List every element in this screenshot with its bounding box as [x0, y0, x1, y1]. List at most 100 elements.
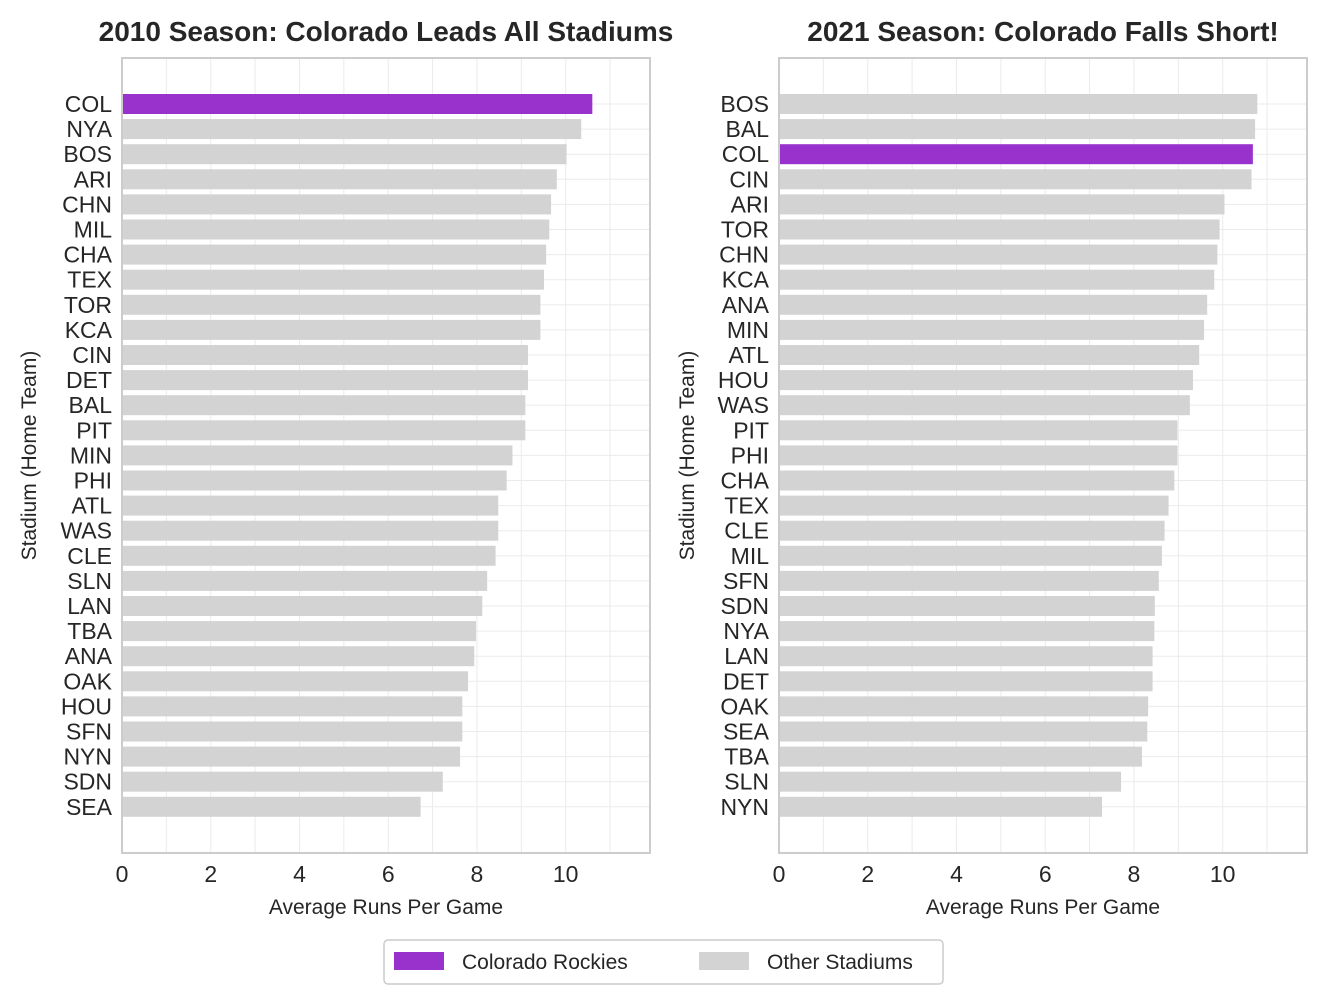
y-tick-label: MIL — [731, 543, 770, 569]
bar-bal — [779, 119, 1256, 140]
bar-tex — [779, 495, 1169, 516]
bar-cin — [779, 169, 1252, 190]
y-tick-label: BAL — [69, 392, 113, 418]
bar-sfn — [122, 721, 463, 742]
bar-tor — [122, 294, 541, 315]
bar-sln — [779, 771, 1122, 792]
y-tick-label: SLN — [724, 769, 769, 795]
bar-det — [122, 370, 528, 391]
x-axis-label: Average Runs Per Game — [269, 896, 503, 919]
bar-sdn — [779, 596, 1155, 616]
bar-mil — [122, 219, 550, 240]
bar-tba — [122, 621, 477, 642]
bar-sln — [122, 570, 488, 591]
bar-hou — [779, 370, 1193, 391]
bar-min — [122, 445, 513, 466]
bar-col — [122, 94, 593, 114]
y-tick-label: PIT — [733, 417, 769, 443]
y-tick-label: WAS — [60, 518, 112, 544]
bar-phi — [122, 470, 507, 491]
x-tick-label: 10 — [1210, 861, 1236, 887]
bar-tba — [779, 746, 1142, 767]
y-tick-label: KCA — [65, 317, 113, 343]
y-tick-label: NYA — [723, 618, 769, 644]
x-tick-label: 6 — [1039, 861, 1052, 887]
y-tick-label: TOR — [64, 292, 112, 318]
y-tick-label: ARI — [74, 166, 112, 192]
legend-swatch-colorado — [394, 952, 444, 970]
y-tick-label: KCA — [722, 267, 770, 293]
x-tick-label: 8 — [1128, 861, 1141, 887]
legend: Colorado Rockies Other Stadiums — [383, 939, 944, 985]
y-tick-label: WAS — [717, 392, 769, 418]
bar-nyn — [122, 746, 461, 767]
legend-frame — [383, 939, 944, 985]
bar-sea — [779, 721, 1148, 742]
y-tick-label: ARI — [731, 191, 769, 217]
y-tick-label: MIN — [70, 442, 112, 468]
bar-cle — [122, 545, 496, 566]
y-tick-label: CHA — [720, 468, 769, 494]
bar-bal — [122, 395, 526, 416]
legend-label-colorado: Colorado Rockies — [462, 951, 628, 974]
y-tick-label: SFN — [66, 719, 112, 745]
bar-was — [122, 520, 499, 541]
y-tick-label: NYA — [66, 116, 112, 142]
y-tick-label: CIN — [72, 342, 112, 368]
chart-panel-2021: BOSBALCOLCINARITORCHNKCAANAMINATLHOUWASP… — [676, 16, 1308, 919]
y-tick-label: HOU — [718, 367, 769, 393]
y-tick-label: PHI — [731, 442, 769, 468]
bar-tor — [779, 219, 1220, 240]
y-tick-label: BOS — [720, 91, 769, 117]
bar-kca — [122, 319, 541, 340]
y-tick-label: CHN — [719, 242, 769, 268]
y-tick-label: TEX — [724, 493, 769, 519]
bar-sea — [122, 796, 421, 817]
y-tick-label: DET — [723, 668, 769, 694]
bar-pit — [122, 420, 526, 441]
y-tick-label: ATL — [729, 342, 770, 368]
y-tick-label: SDN — [63, 769, 112, 795]
y-tick-label: CHA — [63, 242, 112, 268]
bar-cha — [779, 470, 1175, 491]
bar-atl — [122, 495, 499, 516]
x-tick-label: 6 — [382, 861, 395, 887]
y-tick-label: TOR — [721, 217, 769, 243]
bar-lan — [122, 596, 483, 616]
y-tick-label: CHN — [62, 191, 112, 217]
y-tick-label: TBA — [67, 618, 112, 644]
bar-cin — [122, 345, 528, 365]
y-tick-label: LAN — [724, 643, 769, 669]
y-tick-label: PHI — [74, 468, 112, 494]
bar-oak — [122, 671, 469, 692]
y-tick-label: ATL — [72, 493, 113, 519]
y-tick-label: COL — [65, 91, 113, 117]
x-axis-label: Average Runs Per Game — [926, 896, 1160, 919]
y-tick-label: ANA — [722, 292, 770, 318]
x-tick-label: 8 — [471, 861, 484, 887]
y-axis-label: Stadium (Home Team) — [676, 351, 699, 561]
bar-oak — [779, 696, 1149, 717]
x-tick-label: 4 — [950, 861, 963, 887]
y-axis-label: Stadium (Home Team) — [18, 351, 41, 561]
y-tick-label: ANA — [65, 643, 113, 669]
x-tick-label: 2 — [861, 861, 874, 887]
y-tick-label: SDN — [720, 593, 769, 619]
x-tick-label: 10 — [553, 861, 579, 887]
bar-sdn — [122, 771, 443, 792]
bar-ari — [122, 169, 557, 190]
y-tick-label: TBA — [724, 744, 769, 770]
bar-bos — [122, 144, 567, 165]
bar-col — [779, 144, 1253, 165]
bar-mil — [779, 545, 1162, 566]
bar-det — [779, 671, 1153, 692]
y-tick-label: DET — [66, 367, 112, 393]
axes-frame — [778, 57, 1308, 854]
chart-panel-2010: COLNYABOSARICHNMILCHATEXTORKCACINDETBALP… — [18, 16, 673, 919]
bar-ana — [122, 646, 475, 667]
chart-title: 2021 Season: Colorado Falls Short! — [807, 16, 1278, 47]
bar-nya — [779, 621, 1155, 642]
y-tick-label: OAK — [720, 693, 769, 719]
y-tick-label: NYN — [720, 794, 769, 820]
